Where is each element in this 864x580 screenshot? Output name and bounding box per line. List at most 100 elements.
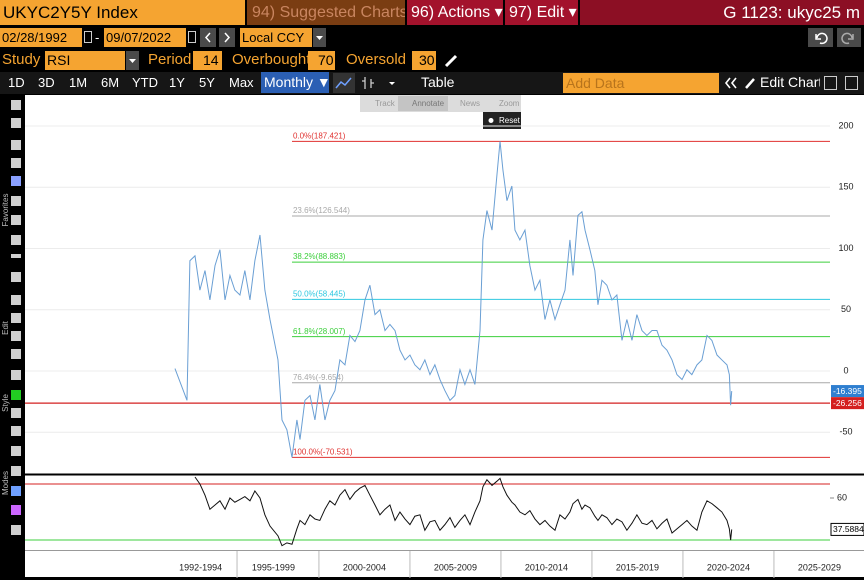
x-tick-label: 1992-1994: [179, 562, 222, 572]
fib-label: 50.0%(58.445): [293, 289, 346, 298]
prev-button[interactable]: [200, 28, 216, 47]
reset-label[interactable]: Reset: [499, 116, 521, 125]
table-button[interactable]: Table: [421, 74, 455, 90]
layout-button[interactable]: [845, 76, 858, 90]
reset-button[interactable]: [483, 112, 521, 129]
tool[interactable]: Zoom: [499, 99, 520, 108]
dropdown[interactable]: [313, 28, 326, 47]
x-tick-label: 2025-2029: [798, 562, 841, 572]
next-button[interactable]: [219, 28, 235, 47]
undo-button[interactable]: [808, 28, 833, 47]
fib-label: 0.0%(187.421): [293, 132, 346, 141]
redo-button[interactable]: [837, 28, 861, 47]
pencil-button[interactable]: [443, 51, 459, 70]
bar-icon: [362, 77, 374, 89]
period-label: Period: [148, 51, 192, 68]
y-tick-label: 150: [838, 182, 853, 192]
collapse-icon: [724, 77, 737, 89]
command: G 1123: ukyc25 m: [723, 3, 860, 22]
sidebar-label: Style: [1, 394, 10, 412]
series-line: [174, 141, 733, 458]
value-tag: [830, 522, 864, 536]
reference-tag: [831, 397, 864, 410]
currency[interactable]: Local CCY: [240, 28, 312, 47]
calendar-icon[interactable]: [188, 31, 196, 43]
dropdown[interactable]: [126, 51, 139, 70]
x-tick-label: 2000-2004: [343, 562, 386, 572]
oversold[interactable]: 30: [412, 51, 436, 70]
fib-label: 23.6%(126.544): [293, 206, 350, 215]
edit-icon-box: [743, 73, 757, 93]
menu-item[interactable]: 96) Actions ▾: [407, 0, 503, 25]
dropdown[interactable]: [385, 73, 399, 93]
calendar-icon[interactable]: [84, 31, 92, 43]
tool-active: [398, 96, 448, 111]
frequency[interactable]: Monthly ▼: [261, 72, 329, 93]
add-data[interactable]: Add Data: [563, 73, 719, 93]
x-tick-label: 1995-1999: [252, 562, 295, 572]
edit-icon: [745, 78, 755, 89]
fib-label: 100.0%(-70.531): [293, 447, 353, 456]
sidebar-label: Favorites: [1, 194, 10, 227]
redo-icon: [841, 32, 854, 45]
overbought[interactable]: 70: [308, 51, 335, 70]
fib-label: 61.8%(28.007): [293, 327, 346, 336]
y-tick-label: 100: [838, 243, 853, 253]
study-name[interactable]: RSI: [45, 51, 125, 70]
line-icon: [335, 77, 352, 89]
bar-type-button[interactable]: [358, 73, 378, 93]
period-button[interactable]: 1D: [8, 75, 25, 90]
period[interactable]: 14: [193, 51, 222, 70]
x-tick-label: 2015-2019: [616, 562, 659, 572]
prev-icon: [204, 32, 211, 43]
period-button[interactable]: 1Y: [169, 75, 185, 90]
y-tick-label: -50: [839, 427, 852, 437]
x-tick-label: 2020-2024: [707, 562, 750, 572]
series-line: [194, 476, 733, 547]
sidebar-icons: [11, 100, 21, 535]
menu-item[interactable]: 94) Suggested Charts: [247, 0, 405, 25]
period-button[interactable]: 5Y: [199, 75, 215, 90]
period-button[interactable]: 1M: [69, 75, 88, 90]
tool[interactable]: Track: [375, 99, 396, 108]
value-tag-label: -16.395: [833, 386, 862, 396]
command-bar: [580, 0, 864, 25]
x-tick-label: 2005-2009: [434, 562, 477, 572]
period-button[interactable]: 6M: [101, 75, 120, 90]
end-date[interactable]: 09/07/2022: [104, 28, 186, 47]
settings-button[interactable]: [824, 76, 837, 90]
edit-chart[interactable]: Edit Chart: [760, 74, 820, 90]
chart-background: [0, 95, 864, 580]
period-button[interactable]: YTD: [132, 75, 158, 90]
tool[interactable]: News: [460, 99, 480, 108]
next-icon: [224, 32, 231, 43]
line-type-button[interactable]: [333, 73, 355, 93]
pencil-icon: [444, 54, 458, 68]
y-tick-label: 0: [843, 365, 848, 375]
security[interactable]: UKYC2Y5Y Index: [0, 0, 245, 25]
tool[interactable]: Annotate: [412, 99, 445, 108]
collapse-button[interactable]: [722, 73, 740, 93]
dropdown-icon: [129, 59, 136, 63]
reset-icon: [488, 118, 494, 123]
fib-label: 76.4%(-9.654): [293, 373, 344, 382]
sidebar-label: Edit: [1, 320, 10, 335]
start-date[interactable]: 02/28/1992: [0, 28, 82, 47]
fib-label: 38.2%(88.883): [293, 252, 346, 261]
y-tick-label: 200: [838, 120, 853, 130]
value-tag-label: 37.5884: [833, 524, 864, 534]
y-tick-label: 60: [837, 492, 847, 502]
oversold-label: Oversold: [346, 51, 407, 68]
reference-tag-label: -26.256: [833, 398, 862, 408]
x-tick-label: 2010-2014: [525, 562, 568, 572]
menu-item[interactable]: 97) Edit ▾: [505, 0, 578, 25]
period-button[interactable]: Max: [229, 75, 254, 90]
study-label: Study: [2, 51, 41, 68]
overbought-label: Overbought: [232, 51, 308, 68]
period-button[interactable]: 3D: [38, 75, 55, 90]
date-separator: -: [95, 30, 100, 45]
value-tag: [831, 385, 864, 398]
dropdown-icon: [389, 82, 395, 85]
